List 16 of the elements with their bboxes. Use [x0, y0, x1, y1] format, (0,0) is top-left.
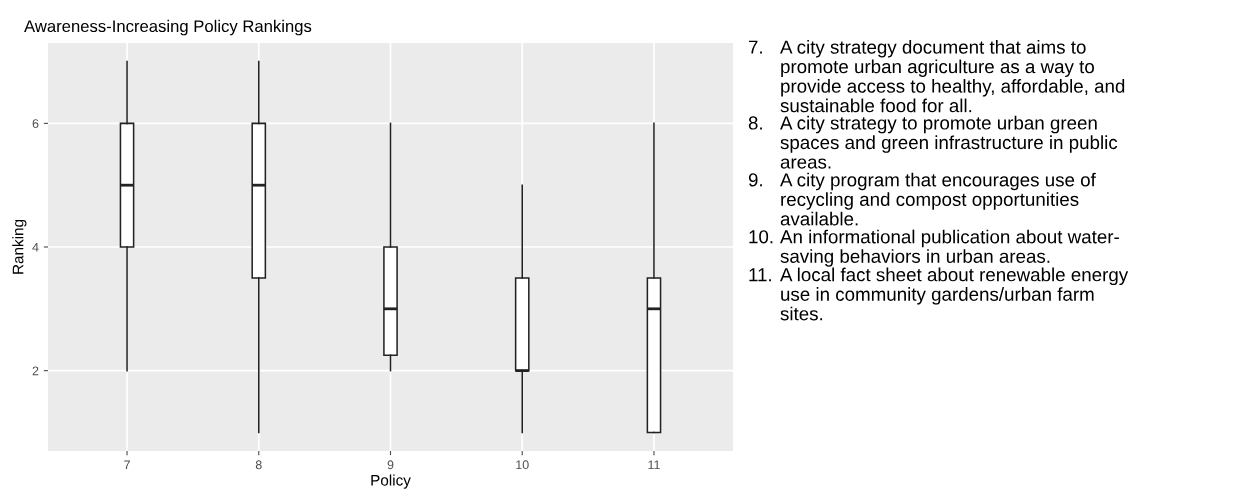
text: 10. An informational publication about water- saving behaviors in urban areas.: [749, 229, 1119, 267]
x-axis-title: Policy: [371, 474, 411, 489]
x-tick-label: 10: [516, 460, 529, 470]
y-tick-label: 2: [32, 366, 39, 376]
x-tick-label: 9: [387, 460, 394, 470]
text: 11. A local fact sheet about renewable energy use in community gardens/urban farm sites.: [749, 267, 1129, 321]
text: 7. A city strategy document that aims to promote urban agriculture as a way to provide access to healthy, affordable, and sustainable food for all.: [748, 40, 1125, 113]
x-tick-label: 11: [648, 460, 660, 470]
text: 9. A city program that encourages use of recycling and compost opportunities available.: [748, 172, 1096, 226]
y-tick-label: 6: [32, 119, 39, 129]
chart-title: Awareness-Increasing Policy Rankings: [24, 19, 312, 36]
x-tick-label: 7: [124, 460, 130, 470]
x-tick-label: 8: [255, 460, 262, 470]
y-axis-title: Ranking: [12, 219, 27, 274]
text: 8. A city strategy to promote urban green spaces and green infrastructure in public areas.: [748, 115, 1118, 169]
y-tick-label: 4: [32, 242, 39, 252]
